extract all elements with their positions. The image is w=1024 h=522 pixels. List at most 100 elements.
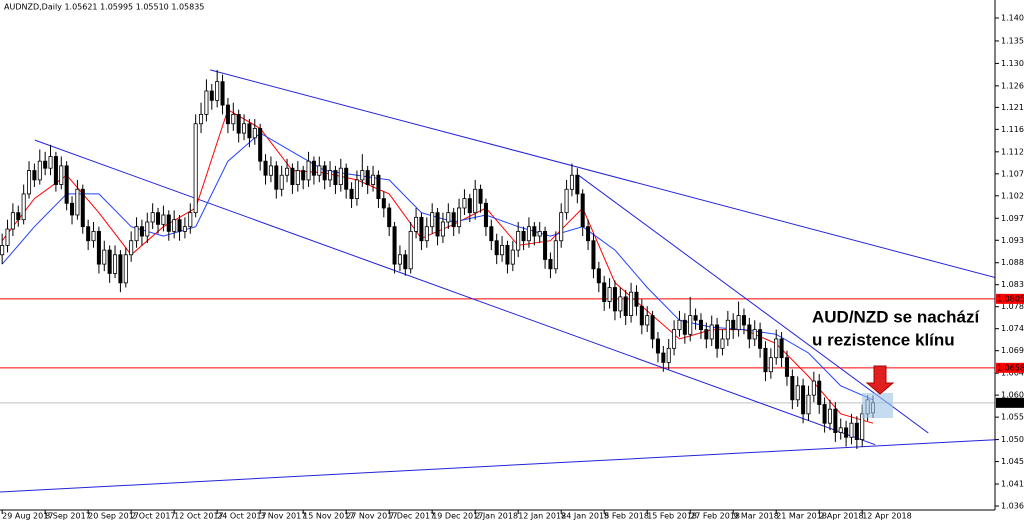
- candle-body: [414, 216, 419, 232]
- candle-body: [478, 188, 483, 204]
- x-tick-label: 2 Apr 2018: [819, 512, 863, 521]
- candle-body: [446, 212, 451, 223]
- candle-body: [838, 427, 843, 433]
- candle-body: [741, 315, 746, 326]
- y-tick-label: 1.09310: [1001, 236, 1024, 245]
- candle-body: [526, 226, 531, 242]
- candle-body: [575, 174, 580, 195]
- candle-body: [704, 329, 709, 340]
- candle-body: [365, 170, 370, 185]
- candle-body: [139, 226, 144, 237]
- x-tick-label: 24 Oct 2017: [217, 512, 266, 521]
- candle-body: [661, 352, 666, 363]
- candle-body: [408, 230, 413, 270]
- candle-body: [172, 219, 177, 232]
- candle-body: [543, 230, 548, 260]
- y-tick-label: 1.12610: [1001, 81, 1024, 90]
- candle-body: [43, 160, 48, 169]
- candle-body: [672, 329, 677, 349]
- x-tick-label: 2 Oct 2017: [131, 512, 175, 521]
- candle-body: [822, 404, 827, 424]
- candle-body: [295, 170, 300, 185]
- candle-body: [177, 219, 182, 232]
- y-tick-label: 1.13570: [1001, 36, 1024, 45]
- candle-body: [371, 174, 376, 185]
- candle-body: [586, 226, 591, 242]
- candle-body: [596, 268, 601, 284]
- candle-body: [5, 228, 10, 246]
- candle-body: [129, 240, 134, 256]
- candle-body: [156, 212, 161, 225]
- candle-body: [236, 113, 241, 134]
- candle-body: [451, 212, 456, 228]
- candle-body: [102, 249, 107, 265]
- candle-body: [801, 385, 806, 415]
- candle-body: [607, 287, 612, 302]
- candle-body: [602, 282, 607, 302]
- annotation: AUD/NZD se nachází: [812, 307, 980, 326]
- x-tick-label: 27 Nov 2017: [346, 512, 397, 521]
- candle-body: [27, 170, 32, 195]
- candle-body: [849, 422, 854, 438]
- level-tag: [996, 293, 1024, 304]
- candle-body: [75, 188, 80, 216]
- candle-body: [193, 123, 198, 214]
- x-tick-label: 15 Feb 2018: [647, 512, 697, 521]
- candle-body: [435, 212, 440, 237]
- y-tick-label: 1.03630: [1001, 502, 1024, 511]
- candle-body: [720, 338, 725, 349]
- trendline: [34, 139, 876, 446]
- trendline: [0, 439, 995, 493]
- candle-body: [80, 188, 85, 228]
- candle-body: [650, 315, 655, 340]
- y-tick-label: 1.06470: [1001, 369, 1024, 378]
- candle-body: [505, 245, 510, 265]
- y-tick-label: 1.05050: [1001, 435, 1024, 444]
- candle-body: [709, 324, 714, 340]
- candle-body: [252, 128, 257, 139]
- y-tick-label: 1.04100: [1001, 480, 1024, 489]
- candle-body: [150, 212, 155, 223]
- candle-body: [16, 212, 21, 221]
- plot-area: [0, 69, 995, 493]
- candle-body: [48, 156, 53, 169]
- candle-body: [123, 254, 128, 284]
- y-tick-label: 1.06950: [1001, 346, 1024, 355]
- x-tick-label: 2 Jan 2018: [475, 512, 518, 521]
- candle-body: [752, 329, 757, 340]
- highlight-zone: [862, 393, 893, 418]
- candle-body: [467, 198, 472, 214]
- candle-body: [290, 167, 295, 185]
- candle-body: [473, 188, 478, 214]
- candle-body: [688, 315, 693, 335]
- candle-body: [736, 315, 741, 331]
- candle-body: [494, 240, 499, 256]
- candle-body: [91, 230, 96, 242]
- candle-body: [629, 291, 634, 316]
- candle-body: [483, 202, 488, 228]
- candle-body: [532, 226, 537, 237]
- candle-body: [311, 160, 316, 176]
- candle-body: [10, 212, 15, 230]
- candle-body: [639, 305, 644, 326]
- candle-body: [188, 212, 193, 228]
- candle-body: [258, 128, 263, 162]
- candle-body: [462, 198, 467, 209]
- candle-body: [145, 221, 150, 237]
- y-tick-label: 1.10260: [1001, 191, 1024, 200]
- candle-body: [317, 165, 322, 176]
- candle-body: [559, 212, 564, 242]
- candle-body: [32, 170, 37, 181]
- candle-body: [0, 245, 5, 256]
- candle-body: [424, 226, 429, 242]
- candle-body: [430, 212, 435, 228]
- candle-body: [204, 90, 209, 115]
- x-tick-label: 7 Dec 2017: [389, 512, 435, 521]
- candle-body: [811, 380, 816, 396]
- y-tick-label: 1.10730: [1001, 169, 1024, 178]
- level-label: 1.06583: [997, 363, 1024, 372]
- candle-body: [225, 104, 230, 125]
- x-tick-label: 8 Sep 2017: [45, 512, 91, 521]
- y-tick-label: 1.09780: [1001, 214, 1024, 223]
- candle-body: [516, 230, 521, 251]
